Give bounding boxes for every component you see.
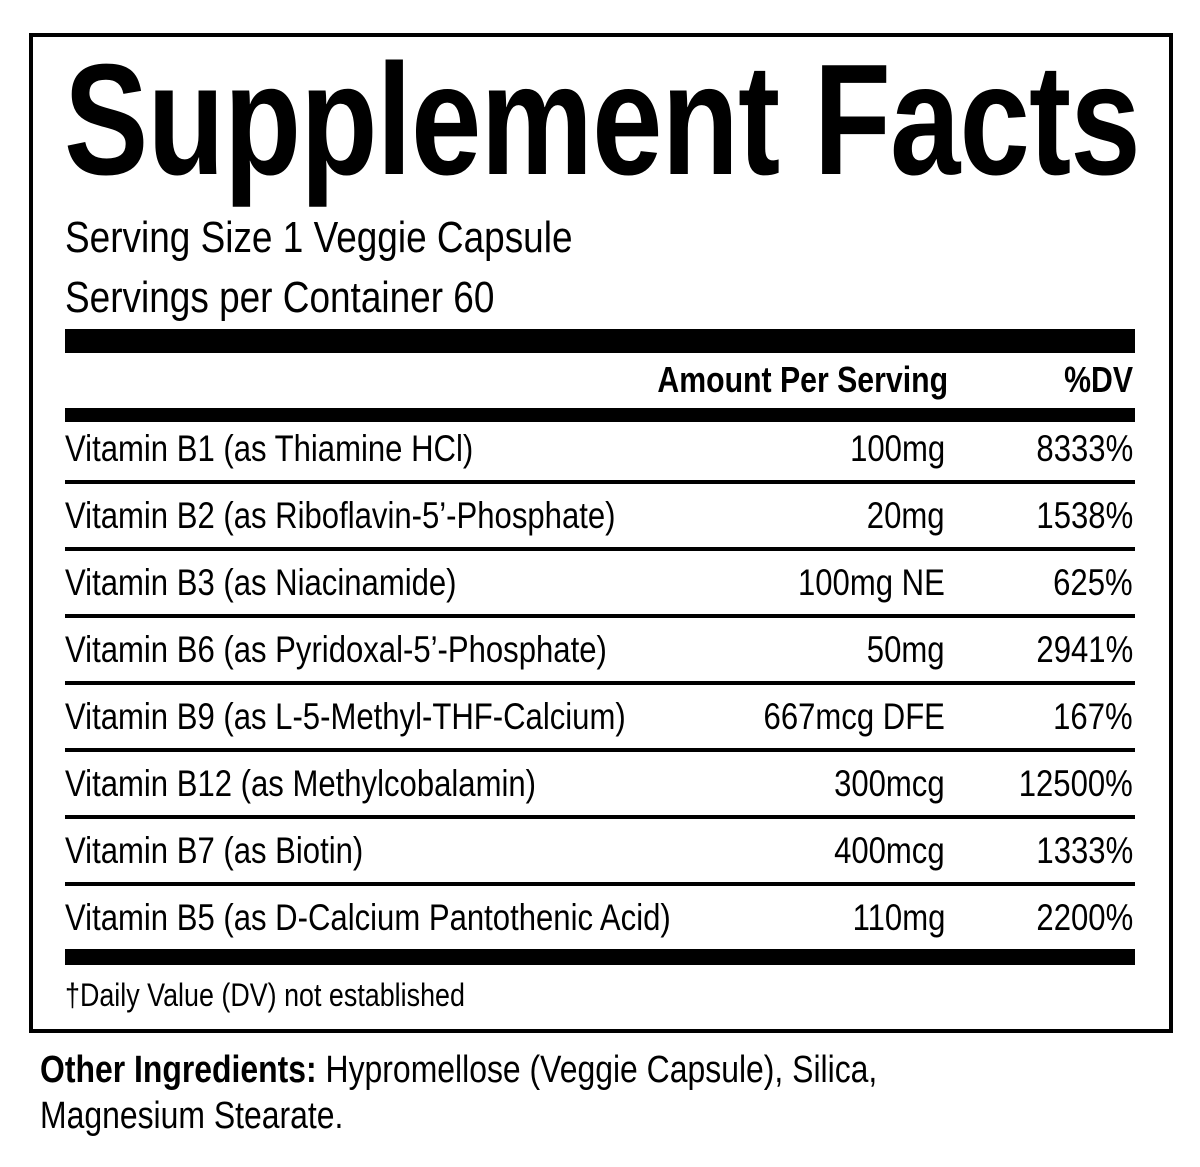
nutrient-amount: 110mg [852,897,945,938]
nutrient-name: Vitamin B5 (as D-Calcium Pantothenic Aci… [65,897,671,938]
nutrient-row: Vitamin B9 (as L-5-Methyl-THF-Calcium) 66… [65,685,1135,752]
footnote: †Daily Value (DV) not established [65,977,465,1013]
nutrient-name: Vitamin B9 (as L-5-Methyl-THF-Calcium) [65,696,626,737]
nutrient-row: Vitamin B3 (as Niacinamide) 100mg NE 625% [65,551,1135,618]
nutrient-dv: 1538% [1036,495,1133,536]
nutrient-amount: 20mg [867,495,945,536]
serving-size: Serving Size 1 Veggie Capsule [65,213,573,262]
nutrient-row: Vitamin B2 (as Riboflavin-5’-Phosphate) 2… [65,484,1135,551]
nutrient-amount: 50mg [867,629,945,670]
nutrient-dv: 167% [1053,696,1133,737]
nutrient-dv: 1333% [1036,830,1133,871]
bottom-divider [65,949,1135,965]
panel-title: Supplement Facts [64,32,1141,208]
header-divider [65,408,1135,422]
nutrient-name: Vitamin B2 (as Riboflavin-5’-Phosphate) [65,495,616,536]
dv-header: %DV [1064,359,1133,400]
nutrient-name: Vitamin B12 (as Methylcobalamin) [65,763,537,804]
other-ingredients-line-2: Magnesium Stearate. [40,1095,344,1137]
nutrient-dv: 2200% [1036,897,1133,938]
supplement-facts-panel [29,33,1173,1033]
nutrient-name: Vitamin B6 (as Pyridoxal-5’-Phosphate) [65,629,607,670]
nutrient-amount: 667mcg DFE [763,696,945,737]
nutrient-name: Vitamin B7 (as Biotin) [65,830,364,871]
nutrient-amount: 100mg NE [798,562,945,603]
other-ingredients-text: Hypromellose (Veggie Capsule), Silica, [316,1049,878,1091]
other-ingredients-label: Other Ingredients: [40,1049,317,1091]
nutrient-row: Vitamin B5 (as D-Calcium Pantothenic Aci… [65,886,1135,949]
amount-per-serving-header: Amount Per Serving [657,359,948,400]
thick-divider [65,329,1135,353]
nutrient-row: Vitamin B7 (as Biotin) 400mcg 1333% [65,819,1135,886]
nutrient-dv: 12500% [1018,763,1133,804]
nutrient-dv: 625% [1053,562,1133,603]
nutrient-amount: 100mg [849,428,945,469]
nutrient-amount: 300mcg [834,763,945,804]
nutrient-name: Vitamin B1 (as Thiamine HCl) [65,428,474,469]
nutrient-dv: 2941% [1036,629,1133,670]
nutrient-amount: 400mcg [834,830,945,871]
nutrient-dv: 8333% [1036,428,1133,469]
nutrient-row: Vitamin B6 (as Pyridoxal-5’-Phosphate) 50… [65,618,1135,685]
nutrient-name: Vitamin B3 (as Niacinamide) [65,562,457,603]
other-ingredients-line-1: Other Ingredients: Hypromellose (Veggie … [40,1047,877,1093]
nutrient-row: Vitamin B1 (as Thiamine HCl) 100mg 8333% [65,417,1135,484]
nutrient-row: Vitamin B12 (as Methylcobalamin) 300mcg 12… [65,752,1135,819]
servings-per-container: Servings per Container 60 [65,273,495,322]
